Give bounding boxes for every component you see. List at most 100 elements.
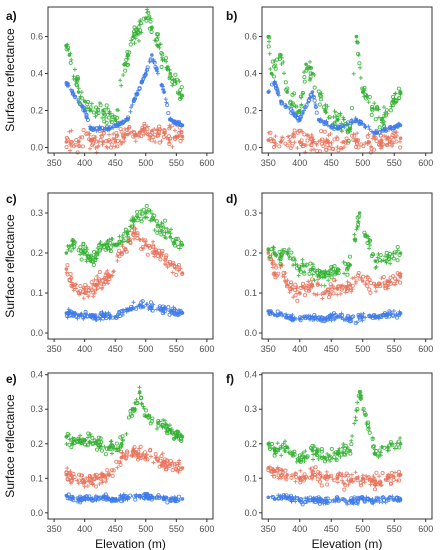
point-green (291, 263, 296, 268)
point-red (158, 257, 163, 262)
point-blue (143, 495, 148, 500)
point-green (378, 252, 383, 258)
point-green (149, 419, 154, 424)
point-blue (390, 125, 395, 130)
point-green (323, 108, 327, 113)
point-green (345, 272, 350, 277)
point-green (98, 103, 103, 108)
point-green (369, 112, 374, 117)
point-green (272, 453, 277, 458)
point-green (67, 53, 72, 57)
point-red (398, 139, 403, 144)
point-red (145, 252, 150, 257)
point-red (180, 134, 185, 139)
x-tick-label: 350 (261, 158, 276, 168)
point-red (119, 251, 124, 255)
point-blue (177, 121, 182, 126)
point-green (110, 443, 115, 448)
point-red (143, 243, 148, 247)
point-red (356, 270, 361, 276)
point-green (290, 257, 295, 262)
point-blue (352, 495, 357, 500)
point-green (287, 254, 292, 259)
point-green (126, 415, 131, 420)
point-blue (275, 89, 280, 94)
point-red (76, 140, 81, 144)
point-red (122, 139, 127, 144)
point-red (379, 276, 384, 281)
point-blue (134, 91, 139, 96)
point-green (268, 446, 273, 452)
point-red (103, 271, 108, 276)
point-green (267, 255, 272, 260)
point-red (310, 277, 315, 282)
point-green (297, 108, 302, 113)
point-green (381, 124, 387, 129)
point-green (152, 228, 157, 233)
point-red (397, 478, 402, 483)
point-green (326, 115, 331, 120)
point-green (154, 426, 159, 431)
point-green (362, 230, 367, 235)
point-green (354, 39, 359, 44)
point-red (334, 135, 339, 140)
point-green (348, 263, 352, 267)
point-red (168, 125, 173, 130)
point-green (307, 59, 312, 64)
point-green (351, 71, 356, 76)
point-blue (68, 87, 73, 92)
point-green (161, 417, 166, 422)
point-green (372, 447, 377, 452)
point-red (368, 281, 373, 286)
point-red (69, 128, 74, 133)
point-red (127, 125, 132, 130)
point-blue (161, 310, 166, 315)
point-blue (290, 497, 295, 502)
point-green (86, 255, 92, 260)
point-red (172, 463, 177, 468)
point-red (342, 145, 347, 150)
point-green (398, 441, 403, 446)
point-red (335, 472, 341, 477)
point-blue (321, 501, 326, 506)
point-green (174, 429, 179, 434)
point-green (279, 445, 284, 450)
point-red (94, 139, 99, 144)
point-green (294, 104, 299, 109)
point-blue (180, 123, 185, 128)
point-green (66, 247, 71, 252)
point-blue (131, 300, 136, 305)
point-blue (101, 313, 105, 317)
panel-b: b) 350 400 450 500 550 600 0.0 0.2 0.4 0.6 (226, 6, 433, 168)
point-green (311, 262, 316, 267)
point-red (81, 296, 86, 301)
panel-label: a) (6, 9, 17, 23)
point-green (283, 439, 288, 444)
point-red (326, 295, 332, 300)
point-blue (121, 492, 126, 497)
point-blue (162, 90, 166, 94)
point-blue (272, 497, 277, 501)
point-red (179, 130, 184, 135)
point-red (110, 473, 115, 478)
point-red (72, 284, 77, 290)
point-red (272, 271, 277, 275)
point-red (298, 128, 303, 133)
point-blue (134, 492, 139, 497)
point-blue (159, 82, 164, 87)
point-red (271, 145, 277, 150)
point-green (279, 453, 284, 458)
point-blue (297, 117, 302, 122)
point-blue (266, 90, 271, 94)
point-green (343, 121, 348, 126)
y-tick-label: 0.4 (30, 69, 43, 79)
point-red (322, 129, 327, 134)
point-green (141, 404, 146, 409)
point-blue (398, 311, 403, 315)
y-tick-label: 0.3 (30, 208, 43, 218)
point-blue (88, 127, 93, 131)
point-blue (279, 99, 283, 104)
x-tick-label: 400 (77, 158, 92, 168)
point-blue (296, 495, 301, 500)
point-green (82, 438, 87, 443)
